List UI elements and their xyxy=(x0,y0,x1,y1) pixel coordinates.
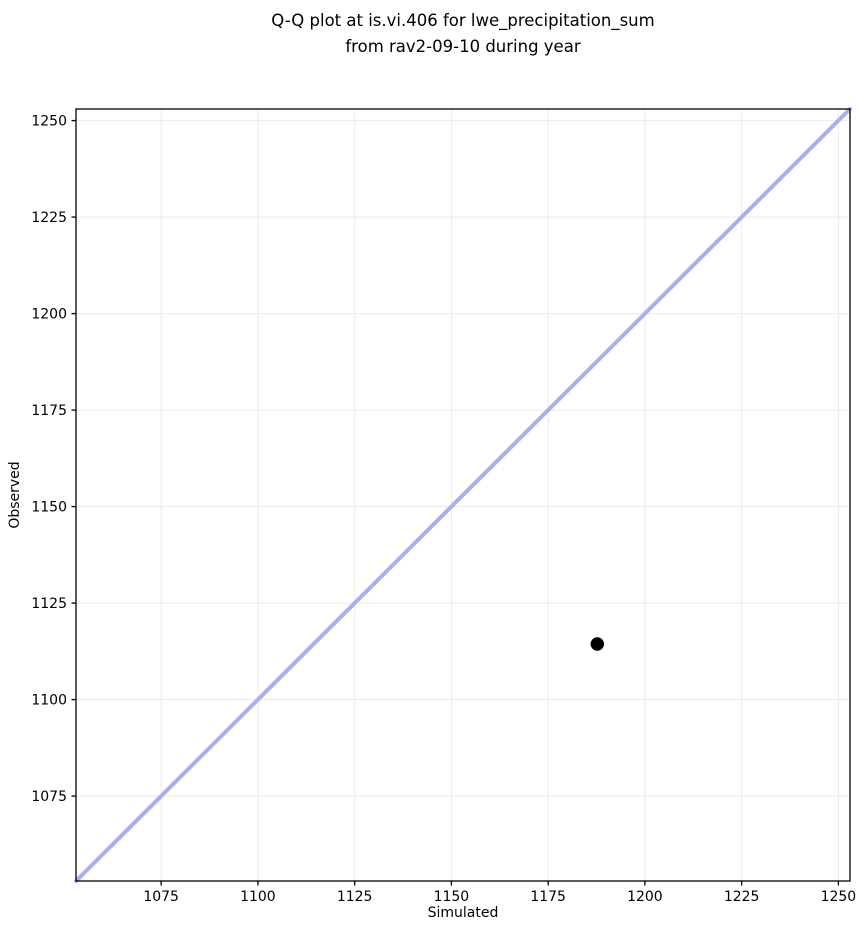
y-tick-label: 1175 xyxy=(31,403,67,419)
y-tick-label: 1075 xyxy=(31,789,67,805)
x-tick-label: 1075 xyxy=(143,889,179,905)
x-tick-label: 1175 xyxy=(530,889,566,905)
y-tick-label: 1200 xyxy=(31,307,67,323)
plot-border xyxy=(75,108,851,882)
identity-line xyxy=(74,107,852,883)
x-tick-label: 1225 xyxy=(724,889,760,905)
x-axis-label: Simulated xyxy=(427,905,499,921)
x-tick-label: 1200 xyxy=(627,889,663,905)
x-tick-label: 1100 xyxy=(240,889,276,905)
y-tick-label: 1125 xyxy=(31,596,67,612)
data-point xyxy=(590,637,604,651)
chart-title: Q-Q plot at is.vi.406 for lwe_precipitat… xyxy=(271,11,655,56)
y-tick-label: 1150 xyxy=(31,500,67,516)
x-tick-label: 1250 xyxy=(821,889,857,905)
y-tick-label: 1225 xyxy=(31,210,67,226)
y-tick-label: 1100 xyxy=(31,693,67,709)
y-axis-label: Observed xyxy=(7,461,23,529)
y-tick-label: 1250 xyxy=(31,114,67,130)
x-tick-label: 1125 xyxy=(337,889,373,905)
x-tick-label: 1150 xyxy=(434,889,470,905)
